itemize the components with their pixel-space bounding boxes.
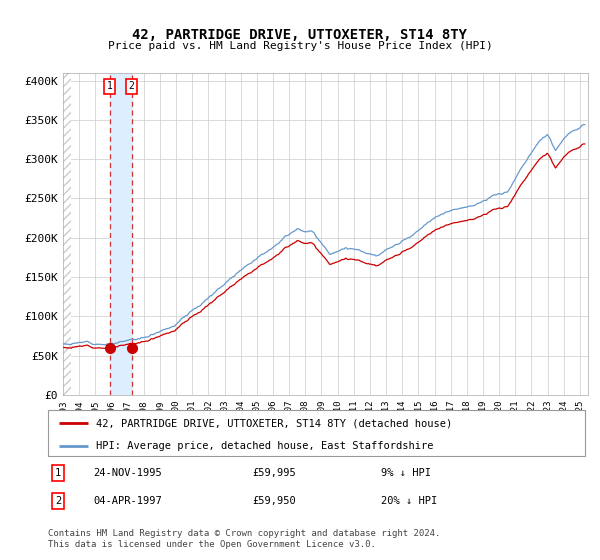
Text: 1: 1: [107, 81, 113, 91]
Text: Contains HM Land Registry data © Crown copyright and database right 2024.
This d: Contains HM Land Registry data © Crown c…: [48, 529, 440, 549]
Text: 2: 2: [129, 81, 134, 91]
FancyBboxPatch shape: [48, 410, 585, 456]
Text: 04-APR-1997: 04-APR-1997: [94, 496, 163, 506]
Text: 2: 2: [55, 496, 61, 506]
Text: 20% ↓ HPI: 20% ↓ HPI: [381, 496, 437, 506]
Text: £59,995: £59,995: [252, 468, 296, 478]
Bar: [110, 73, 131, 395]
Text: 42, PARTRIDGE DRIVE, UTTOXETER, ST14 8TY: 42, PARTRIDGE DRIVE, UTTOXETER, ST14 8TY: [133, 28, 467, 42]
Text: 1: 1: [55, 468, 61, 478]
Text: Price paid vs. HM Land Registry's House Price Index (HPI): Price paid vs. HM Land Registry's House …: [107, 41, 493, 51]
Text: HPI: Average price, detached house, East Staffordshire: HPI: Average price, detached house, East…: [97, 441, 434, 451]
Text: 24-NOV-1995: 24-NOV-1995: [94, 468, 163, 478]
Text: 42, PARTRIDGE DRIVE, UTTOXETER, ST14 8TY (detached house): 42, PARTRIDGE DRIVE, UTTOXETER, ST14 8TY…: [97, 418, 452, 428]
Text: 9% ↓ HPI: 9% ↓ HPI: [381, 468, 431, 478]
Text: £59,950: £59,950: [252, 496, 296, 506]
